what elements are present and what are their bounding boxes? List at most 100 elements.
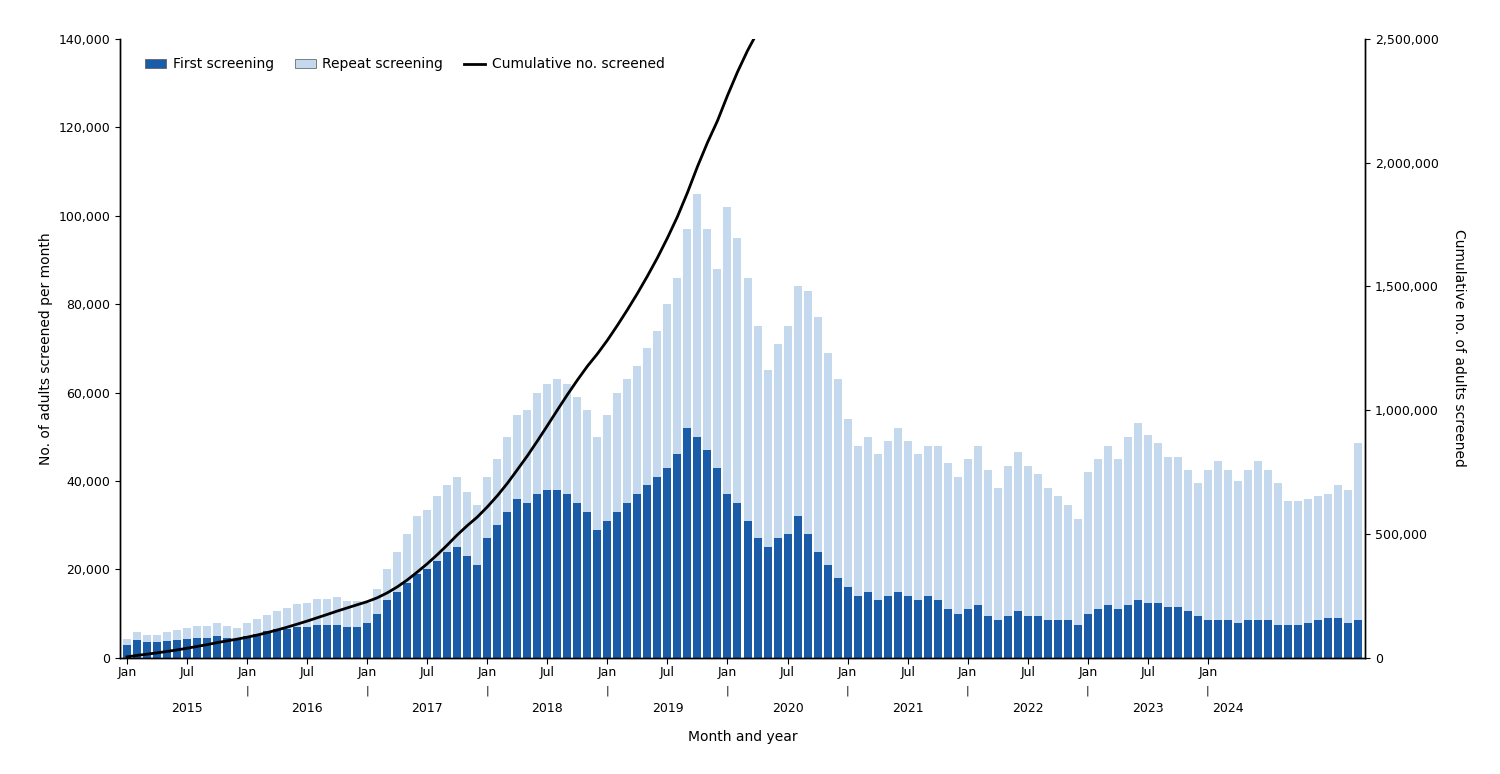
Bar — [1174, 457, 1182, 607]
Text: 2015: 2015 — [171, 702, 202, 715]
Bar — [314, 599, 321, 625]
Bar — [843, 587, 852, 658]
Bar — [834, 379, 842, 578]
Bar — [1204, 470, 1212, 620]
Text: 2023: 2023 — [1132, 702, 1164, 715]
Bar — [262, 632, 272, 658]
Bar — [363, 603, 370, 622]
Bar — [142, 642, 152, 658]
Bar — [1053, 496, 1062, 620]
Bar — [1004, 465, 1011, 616]
Bar — [1344, 490, 1352, 622]
Bar — [123, 639, 130, 645]
Bar — [1154, 603, 1162, 658]
Bar — [954, 614, 962, 658]
Bar — [1324, 495, 1332, 618]
Bar — [382, 570, 392, 601]
Bar — [843, 419, 852, 587]
Bar — [914, 601, 921, 658]
Cumulative no. screened — [198, 640, 216, 649]
Bar — [1164, 607, 1172, 658]
Bar — [433, 496, 441, 560]
Bar — [1254, 461, 1262, 620]
Bar — [614, 512, 621, 658]
Bar — [774, 344, 782, 539]
Bar — [1274, 625, 1282, 658]
Bar — [1064, 505, 1072, 620]
Text: |: | — [246, 686, 249, 696]
Bar — [853, 446, 861, 596]
Bar — [654, 477, 662, 658]
Bar — [693, 194, 702, 437]
Bar — [924, 596, 932, 658]
Text: |: | — [846, 686, 849, 696]
Text: |: | — [606, 686, 609, 696]
Bar — [864, 437, 871, 591]
Bar — [1104, 446, 1112, 604]
Bar — [444, 485, 452, 552]
Bar — [824, 565, 831, 658]
Bar — [202, 625, 211, 638]
Bar — [1174, 607, 1182, 658]
Bar — [624, 379, 632, 503]
Bar — [483, 539, 492, 658]
Bar — [1134, 601, 1142, 658]
Bar — [232, 628, 242, 639]
Bar — [974, 446, 981, 604]
Bar — [1234, 622, 1242, 658]
Bar — [164, 632, 171, 641]
Bar — [1214, 461, 1222, 620]
Bar — [873, 601, 882, 658]
Bar — [1264, 470, 1272, 620]
Bar — [1124, 604, 1132, 658]
Bar — [474, 505, 482, 565]
Bar — [674, 454, 681, 658]
Bar — [1114, 609, 1122, 658]
Bar — [1184, 470, 1192, 611]
Bar — [273, 611, 280, 629]
Bar — [564, 384, 572, 495]
Bar — [423, 570, 432, 658]
Bar — [464, 492, 471, 557]
Bar — [914, 454, 921, 601]
Bar — [723, 495, 732, 658]
Bar — [764, 547, 771, 658]
Bar — [543, 490, 552, 658]
Bar — [624, 503, 632, 658]
Bar — [413, 516, 422, 574]
Bar — [684, 229, 692, 428]
Bar — [764, 371, 771, 547]
Bar — [1084, 614, 1092, 658]
Bar — [603, 521, 612, 658]
Bar — [333, 598, 340, 625]
Bar — [393, 591, 400, 658]
Bar — [903, 596, 912, 658]
Text: 2018: 2018 — [531, 702, 562, 715]
Bar — [944, 609, 951, 658]
Bar — [1214, 620, 1222, 658]
Bar — [894, 591, 902, 658]
Bar — [194, 638, 201, 658]
Bar — [224, 638, 231, 658]
Bar — [1314, 620, 1322, 658]
Bar — [1134, 423, 1142, 601]
Bar — [374, 589, 381, 614]
Text: |: | — [1086, 686, 1089, 696]
Bar — [1304, 622, 1312, 658]
Bar — [864, 591, 871, 658]
Bar — [734, 238, 741, 503]
Bar — [1034, 474, 1041, 616]
Bar — [1004, 616, 1011, 658]
Bar — [153, 642, 160, 658]
Text: 2022: 2022 — [1013, 702, 1044, 715]
Bar — [202, 638, 211, 658]
Bar — [564, 495, 572, 658]
Bar — [963, 609, 972, 658]
Bar — [974, 604, 981, 658]
Bar — [1044, 620, 1052, 658]
Bar — [903, 441, 912, 596]
Bar — [273, 629, 280, 658]
Bar — [1304, 498, 1312, 622]
Bar — [1094, 609, 1102, 658]
Bar — [1074, 519, 1082, 625]
